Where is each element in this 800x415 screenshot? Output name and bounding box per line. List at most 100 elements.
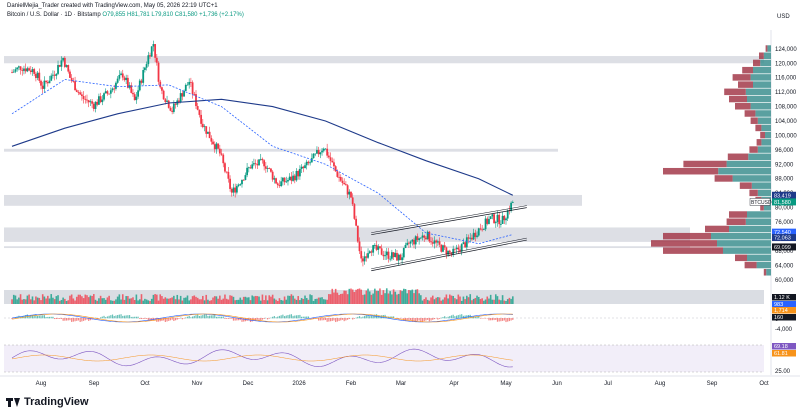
volume-bar: [220, 299, 223, 304]
symbol-header: Bitcoin / U.S. Dollar · 1D · Bitstamp O7…: [7, 12, 244, 18]
macd-histogram-bar: [171, 318, 173, 320]
volume-bar: [283, 296, 286, 304]
volume-bar: [394, 291, 397, 304]
candle-body: [460, 244, 463, 252]
macd-histogram-bar: [215, 316, 218, 319]
price-label-text: 69,099: [774, 245, 791, 251]
candle-body: [86, 99, 88, 101]
volume-profile-down-bar: [738, 81, 753, 88]
candle-body: [200, 114, 203, 124]
candle-body: [31, 69, 34, 73]
macd-histogram-bar: [481, 318, 483, 319]
volume-bar: [423, 299, 426, 304]
volume-profile-down-bar: [763, 269, 767, 276]
macd-histogram-bar: [186, 316, 189, 319]
volume-bar: [287, 295, 289, 304]
macd-histogram-bar: [45, 317, 47, 319]
volume-profile-up-bar: [757, 189, 771, 197]
macd-histogram-bar: [174, 318, 177, 321]
macd-histogram-bar: [392, 316, 395, 319]
volume-bar: [254, 295, 257, 304]
volume-bar: [409, 290, 412, 304]
volume-bar: [486, 296, 489, 304]
volume-bar: [12, 294, 15, 304]
volume-bar: [403, 288, 405, 304]
candle-body: [448, 250, 451, 253]
candle-body: [87, 100, 90, 103]
candle-body: [413, 239, 415, 245]
volume-bar: [104, 299, 107, 304]
candle-body: [467, 237, 470, 239]
macd-histogram-bar: [110, 315, 112, 319]
volume-bar: [263, 300, 265, 304]
macd-histogram-bar: [277, 316, 279, 319]
macd-histogram-bar: [432, 318, 434, 320]
candle-body: [418, 238, 421, 241]
volume-bar: [82, 298, 85, 304]
volume-bar: [127, 296, 129, 304]
candle-body: [23, 68, 25, 71]
candle-body: [116, 78, 119, 83]
candle-body: [329, 157, 332, 161]
volume-bar: [348, 288, 351, 304]
candle-body: [171, 110, 174, 112]
candle-body: [426, 231, 429, 240]
volume-bar: [459, 296, 461, 304]
candle-body: [498, 214, 501, 225]
candle-body: [341, 180, 344, 183]
macd-histogram-bar: [360, 317, 362, 319]
candle-body: [50, 75, 53, 81]
candle-body: [358, 241, 361, 252]
candle-body: [384, 255, 386, 257]
macd-histogram-bar: [493, 318, 495, 321]
volume-profile-down-bar: [760, 131, 765, 139]
volume-bar: [115, 299, 117, 304]
macd-histogram-bar: [270, 317, 272, 319]
volume-bar: [425, 297, 427, 304]
candle-body: [392, 252, 395, 258]
volume-label-text: 1.12 K: [774, 295, 790, 301]
candle-body: [304, 165, 306, 169]
candle-body: [84, 98, 87, 100]
candle-body: [259, 158, 262, 160]
candle-body: [317, 150, 320, 155]
volume-bar: [333, 292, 335, 304]
macd-histogram-bar: [510, 318, 512, 321]
brand-name: TradingView: [24, 396, 89, 408]
macd-histogram-bar: [147, 318, 149, 321]
macd-histogram-bar: [415, 318, 417, 322]
candle-body: [63, 57, 66, 67]
candle-body: [409, 241, 412, 244]
macd-histogram-bar: [74, 318, 76, 322]
macd-histogram-bar: [364, 315, 366, 319]
macd-histogram-bar: [139, 318, 141, 319]
macd-histogram-bar: [304, 316, 306, 319]
candle-body: [98, 96, 100, 105]
macd-histogram-bar: [287, 315, 289, 319]
candle-body: [309, 162, 312, 164]
price-label-box: [772, 191, 796, 199]
macd-histogram-bar: [328, 318, 330, 322]
macd-histogram-bar: [35, 314, 37, 319]
macd-histogram-bar: [94, 317, 97, 319]
volume-bar: [404, 289, 407, 304]
macd-histogram-bar: [340, 318, 342, 321]
macd-histogram-bar: [234, 318, 236, 321]
volume-bar: [506, 299, 509, 304]
volume-bar: [157, 300, 160, 304]
macd-histogram-bar: [333, 318, 335, 321]
candle-body: [237, 184, 240, 187]
candle-body: [302, 166, 305, 169]
macd-histogram-bar: [130, 316, 132, 319]
volume-bar: [93, 294, 95, 304]
macd-histogram-bar: [372, 315, 374, 319]
candle-body: [220, 153, 223, 155]
volume-bar: [331, 288, 334, 304]
macd-histogram-bar: [86, 318, 88, 320]
volume-bar: [150, 298, 153, 304]
volume-bar: [135, 294, 138, 304]
volume-profile-down-bar: [714, 175, 733, 182]
candle-body: [442, 245, 444, 252]
macd-histogram-bar: [203, 314, 206, 319]
macd-histogram-bar: [42, 315, 44, 319]
